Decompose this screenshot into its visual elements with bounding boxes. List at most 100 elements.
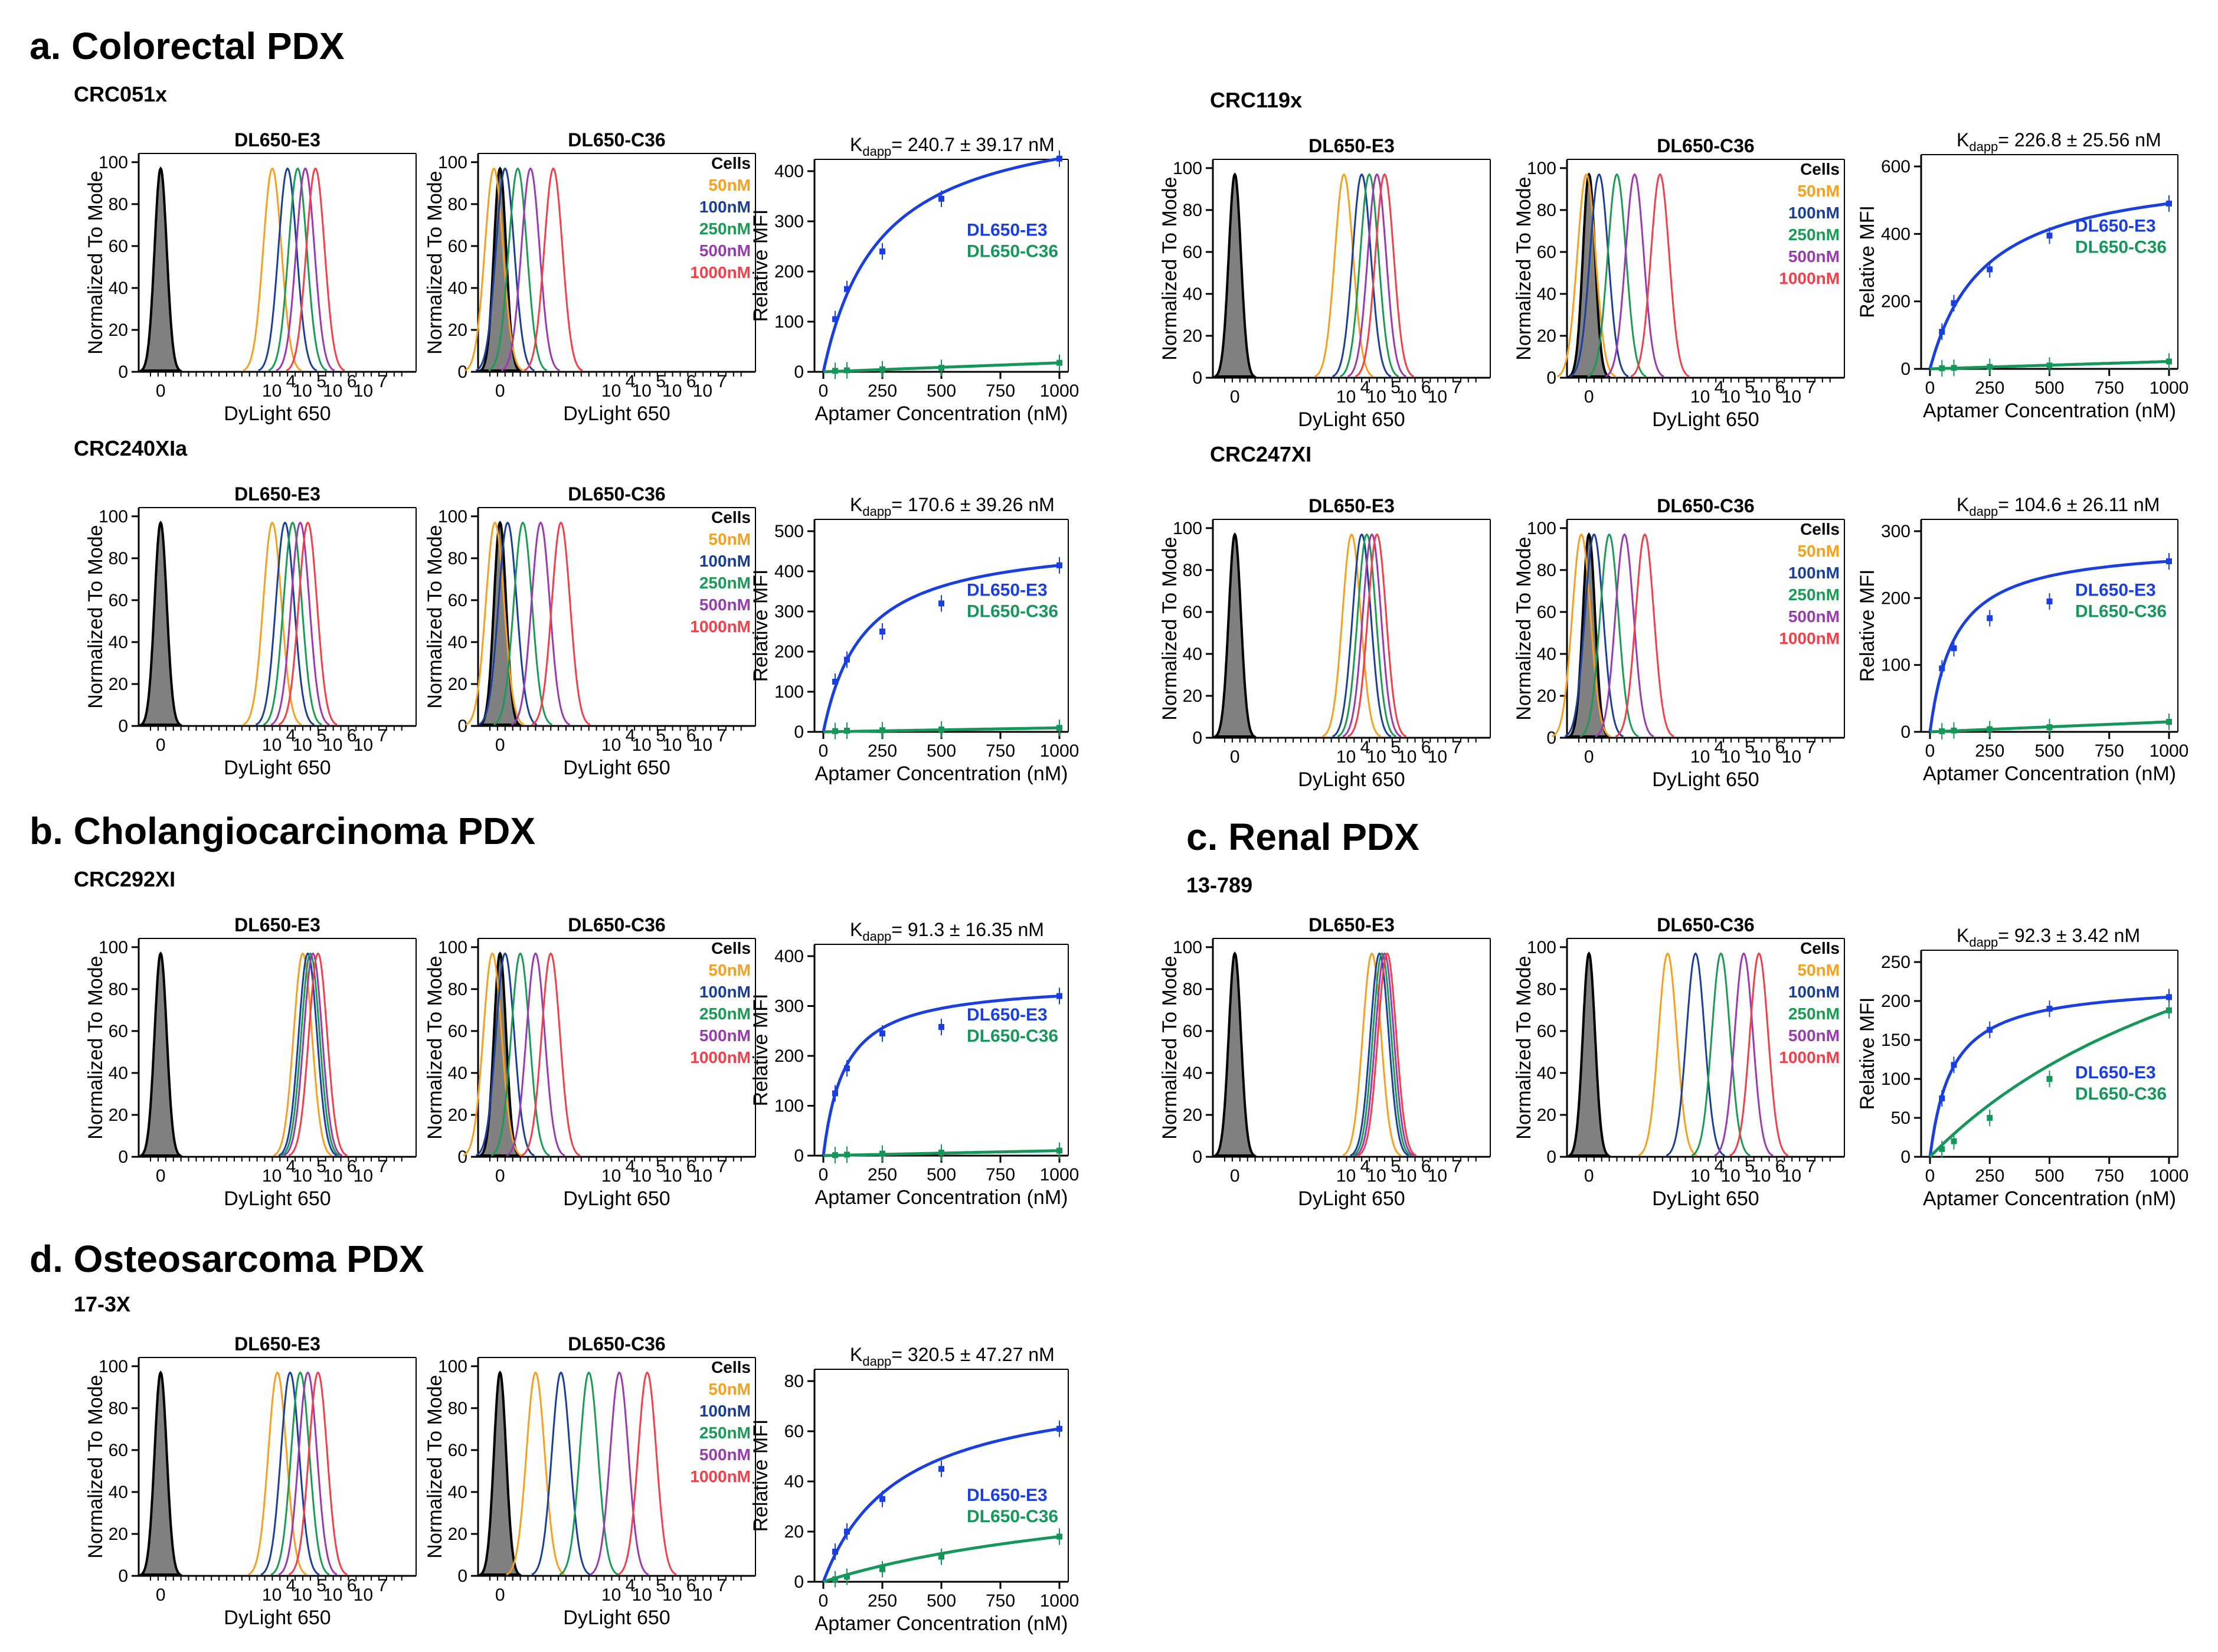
- y-axis-label: Normalized To Mode: [424, 956, 446, 1139]
- x-tick-exponent: 6: [686, 1157, 696, 1176]
- x-tick-base: 10: [1397, 747, 1416, 767]
- sample-peak-5: [288, 952, 348, 1157]
- kd-prefix: K: [850, 1344, 862, 1365]
- y-tick-label: 40: [109, 279, 128, 298]
- y-tick-label: 20: [784, 1522, 804, 1542]
- x-tick-base: 10: [323, 1585, 342, 1605]
- x-tick-base: 10: [693, 1166, 712, 1186]
- x-tick-label: 0: [1230, 747, 1240, 767]
- y-tick-label: 60: [1183, 603, 1202, 622]
- sample-label: CRC051x: [74, 82, 167, 106]
- sample-peak-4: [1342, 533, 1402, 738]
- y-axis-label: Normalized To Mode: [1159, 176, 1181, 360]
- x-tick-exponent: 4: [1715, 1157, 1725, 1176]
- sample-label: CRC240XIa: [74, 436, 188, 460]
- legend-c36: DL650-C36: [2075, 1084, 2167, 1104]
- y-tick-label: 400: [774, 162, 804, 181]
- legend-item: 100nM: [1788, 204, 1840, 222]
- x-tick-exponent: 5: [316, 372, 326, 391]
- legend-item: 500nM: [699, 1026, 751, 1045]
- sample-peak-1: [273, 952, 333, 1157]
- x-tick-label: 0: [1584, 387, 1594, 407]
- x-tick-label: 0: [495, 1585, 505, 1605]
- y-axis-label: Relative MFI: [1856, 205, 1879, 318]
- x-tick-exponent: 6: [1775, 1157, 1785, 1176]
- y-tick-label: 0: [1900, 359, 1911, 379]
- panel-title: DL650-C36: [568, 129, 665, 151]
- cells-peak: [138, 1370, 184, 1576]
- sample-peak-3: [1339, 173, 1399, 378]
- x-tick-exponent: 4: [1715, 738, 1725, 757]
- sample-peak-5: [1630, 173, 1690, 378]
- legend-c36: DL650-C36: [967, 242, 1058, 261]
- legend-item: 50nM: [708, 176, 751, 194]
- x-tick-exponent: 4: [286, 1576, 296, 1595]
- y-axis-label: Normalized To Mode: [84, 525, 107, 708]
- sample-label: 17-3X: [74, 1292, 130, 1316]
- y-tick-label: 40: [1183, 284, 1202, 304]
- sample-peak-2: [260, 1371, 320, 1576]
- y-tick-label: 200: [1881, 588, 1911, 608]
- legend-item: 1000nM: [1779, 629, 1840, 647]
- x-tick-exponent: 7: [717, 1157, 727, 1176]
- x-tick-base: 10: [601, 1585, 621, 1605]
- legend-e3: DL650-E3: [967, 1005, 1048, 1025]
- y-tick-label: 100: [1527, 159, 1556, 178]
- y-axis-label: Normalized To Mode: [84, 956, 107, 1139]
- y-axis-label: Normalized To Mode: [1159, 537, 1181, 720]
- x-tick-base: 10: [601, 1166, 621, 1186]
- y-tick-label: 60: [1537, 243, 1556, 262]
- x-tick-exponent: 4: [1360, 378, 1370, 397]
- sample-peak-1: [1314, 173, 1374, 378]
- x-tick-exponent: 7: [717, 726, 727, 745]
- sample-peak-1: [247, 1371, 307, 1576]
- x-tick-label: 0: [156, 1166, 166, 1186]
- y-tick-label: 100: [774, 682, 804, 702]
- sample-peak-5: [1357, 952, 1417, 1157]
- panel-title: DL650-C36: [568, 1333, 665, 1355]
- y-tick-label: 100: [99, 1357, 128, 1376]
- x-tick-label: 1000: [2150, 741, 2189, 761]
- kd-sub: dapp: [862, 504, 891, 519]
- x-tick-label: 0: [156, 735, 166, 755]
- sample-peak-2: [255, 521, 315, 726]
- y-tick-label: 60: [1183, 1022, 1202, 1041]
- panel-title: DL650-E3: [234, 1333, 320, 1355]
- x-tick-base: 10: [323, 1166, 342, 1186]
- x-tick-label: 750: [986, 1591, 1015, 1611]
- x-tick-exponent: 5: [656, 1576, 666, 1595]
- y-tick-label: 40: [1537, 1064, 1556, 1083]
- legend-item: 100nM: [699, 1402, 751, 1420]
- y-tick-label: 100: [438, 1357, 467, 1376]
- sample-peak-3: [280, 952, 341, 1157]
- x-tick-exponent: 5: [316, 1157, 326, 1176]
- x-tick-base: 10: [1428, 387, 1447, 407]
- legend-c36: DL650-C36: [967, 1026, 1058, 1046]
- legend-item: 50nM: [708, 1380, 751, 1398]
- y-tick-label: 0: [794, 722, 804, 742]
- x-tick-base: 10: [1428, 747, 1447, 767]
- y-tick-label: 100: [1173, 519, 1202, 538]
- sample-peak-2: [475, 952, 535, 1157]
- kd-prefix: K: [850, 919, 862, 940]
- y-tick-label: 60: [109, 1441, 128, 1460]
- legend-item: 250nM: [1788, 225, 1840, 244]
- x-axis-label: DyLight 650: [1298, 1188, 1405, 1210]
- x-tick-exponent: 5: [1745, 738, 1755, 757]
- x-tick-label: 250: [1975, 378, 2004, 398]
- kd-value: = 91.3 ± 16.35 nM: [891, 919, 1044, 940]
- legend-item: Cells: [1800, 520, 1840, 538]
- x-tick-base: 10: [1782, 1166, 1801, 1186]
- legend-item: 50nM: [1797, 542, 1840, 560]
- y-tick-label: 60: [109, 591, 128, 610]
- sample-peak-1: [465, 521, 525, 726]
- sample-peak-4: [270, 521, 330, 726]
- kd-sub: dapp: [862, 1354, 891, 1369]
- kd-prefix: K: [850, 494, 862, 515]
- x-axis-label: DyLight 650: [1298, 768, 1405, 791]
- y-tick-label: 20: [1183, 326, 1202, 346]
- y-tick-label: 150: [1881, 1031, 1911, 1050]
- x-tick-label: 500: [927, 1165, 956, 1185]
